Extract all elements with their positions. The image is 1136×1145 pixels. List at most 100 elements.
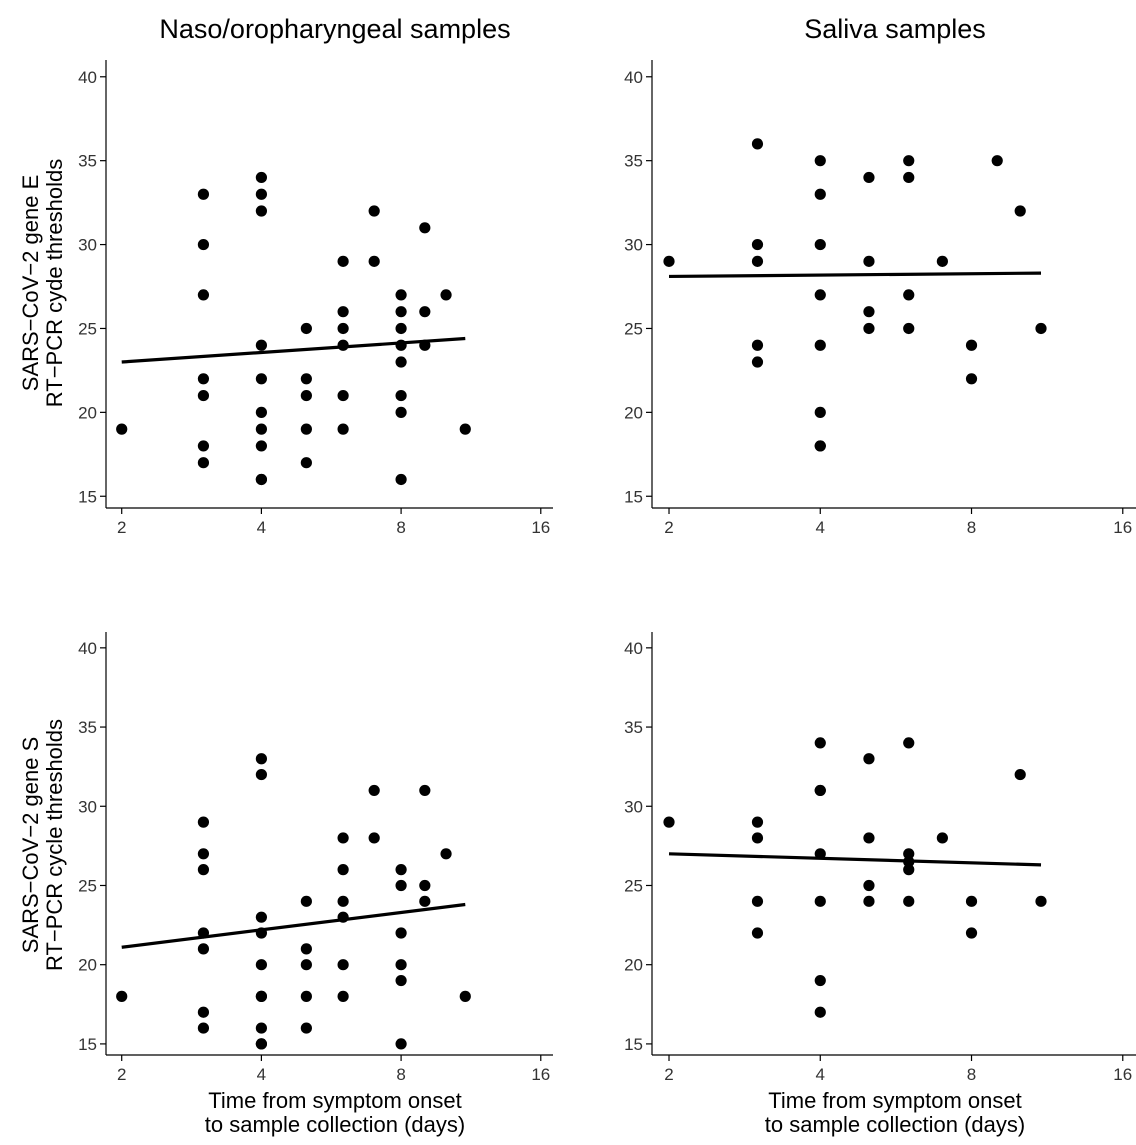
data-point xyxy=(255,753,268,765)
x-tick-label: 16 xyxy=(1113,518,1132,537)
data-point xyxy=(814,784,826,797)
data-point xyxy=(368,255,380,267)
data-point xyxy=(663,816,675,828)
data-point xyxy=(814,1006,826,1018)
data-point xyxy=(814,440,826,452)
x-tick-label: 16 xyxy=(531,1065,550,1084)
data-point xyxy=(863,306,875,318)
data-point xyxy=(255,927,268,939)
data-point xyxy=(337,339,349,351)
column-title-right: Saliva samples xyxy=(804,14,986,44)
data-point xyxy=(300,943,312,955)
trend-line xyxy=(668,852,1042,867)
trend-line xyxy=(121,336,466,364)
data-point xyxy=(459,990,471,1002)
data-point xyxy=(863,255,875,267)
data-point xyxy=(751,927,764,939)
x-tick-label: 8 xyxy=(967,1065,976,1084)
data-point xyxy=(116,423,128,435)
x-tick-label: 4 xyxy=(257,518,266,537)
data-point xyxy=(863,322,875,335)
x-tick-label: 4 xyxy=(816,1065,825,1084)
data-point xyxy=(814,289,826,301)
data-point xyxy=(863,832,875,844)
data-point xyxy=(197,816,210,828)
data-point xyxy=(814,974,826,987)
data-point xyxy=(903,289,915,301)
data-point xyxy=(459,423,471,435)
y-tick-label: 35 xyxy=(624,718,643,737)
data-point xyxy=(1014,768,1026,781)
data-point xyxy=(814,406,826,418)
data-point xyxy=(337,322,349,335)
y-tick-label: 35 xyxy=(78,718,97,737)
data-point xyxy=(255,440,268,452)
data-point xyxy=(197,440,210,452)
data-point xyxy=(197,389,210,402)
data-point xyxy=(751,255,764,267)
data-point xyxy=(337,306,349,318)
data-point xyxy=(395,1038,407,1050)
x-tick-label: 2 xyxy=(664,1065,673,1084)
x-tick-label: 2 xyxy=(117,518,126,537)
data-point xyxy=(337,990,349,1002)
data-point xyxy=(395,879,407,892)
data-point xyxy=(395,473,407,486)
data-point xyxy=(337,832,349,844)
y-tick-label: 40 xyxy=(78,639,97,658)
data-point xyxy=(965,895,978,907)
data-point xyxy=(255,990,268,1002)
data-point xyxy=(337,389,349,402)
data-point xyxy=(197,373,210,385)
data-point xyxy=(965,927,978,939)
data-point xyxy=(368,784,380,797)
data-point xyxy=(903,171,915,184)
x-tick-label: 4 xyxy=(257,1065,266,1084)
data-point xyxy=(197,289,210,301)
y-tick-label: 20 xyxy=(78,403,97,422)
data-point xyxy=(300,895,312,907)
x-axis-label-right-line1: Time from symptom onset xyxy=(768,1088,1021,1113)
data-point xyxy=(395,306,407,318)
y-tick-label: 30 xyxy=(624,797,643,816)
data-point xyxy=(197,927,210,939)
data-point xyxy=(255,423,268,435)
data-point xyxy=(1035,322,1047,335)
data-point xyxy=(903,895,915,907)
data-point xyxy=(903,322,915,335)
data-point xyxy=(255,373,268,385)
data-point xyxy=(903,856,915,868)
data-point xyxy=(300,959,312,971)
x-axis-label-right-line2: to sample collection (days) xyxy=(765,1112,1025,1137)
data-point xyxy=(395,406,407,418)
data-point xyxy=(197,1022,210,1034)
data-point xyxy=(300,1022,312,1034)
data-point xyxy=(300,389,312,402)
data-point xyxy=(903,155,915,167)
y-axis-label-bottom-line2: RT−PCR cycle thresholds xyxy=(42,719,67,971)
data-point xyxy=(337,911,349,923)
data-point xyxy=(663,255,675,267)
y-tick-label: 25 xyxy=(624,876,643,895)
data-point xyxy=(1014,205,1026,217)
data-point xyxy=(337,255,349,267)
data-point xyxy=(197,188,210,200)
data-point xyxy=(337,423,349,435)
data-point xyxy=(965,339,978,351)
data-point xyxy=(368,205,380,217)
data-point xyxy=(814,339,826,351)
data-point xyxy=(395,339,407,351)
data-point xyxy=(197,457,210,469)
y-tick-label: 35 xyxy=(624,152,643,171)
column-title-left: Naso/oropharyngeal samples xyxy=(159,14,510,44)
data-point xyxy=(751,895,764,907)
data-point xyxy=(395,356,407,368)
data-point xyxy=(255,768,268,781)
data-point xyxy=(255,959,268,971)
data-point xyxy=(395,864,407,876)
data-point xyxy=(903,848,915,860)
y-tick-label: 15 xyxy=(78,487,97,506)
